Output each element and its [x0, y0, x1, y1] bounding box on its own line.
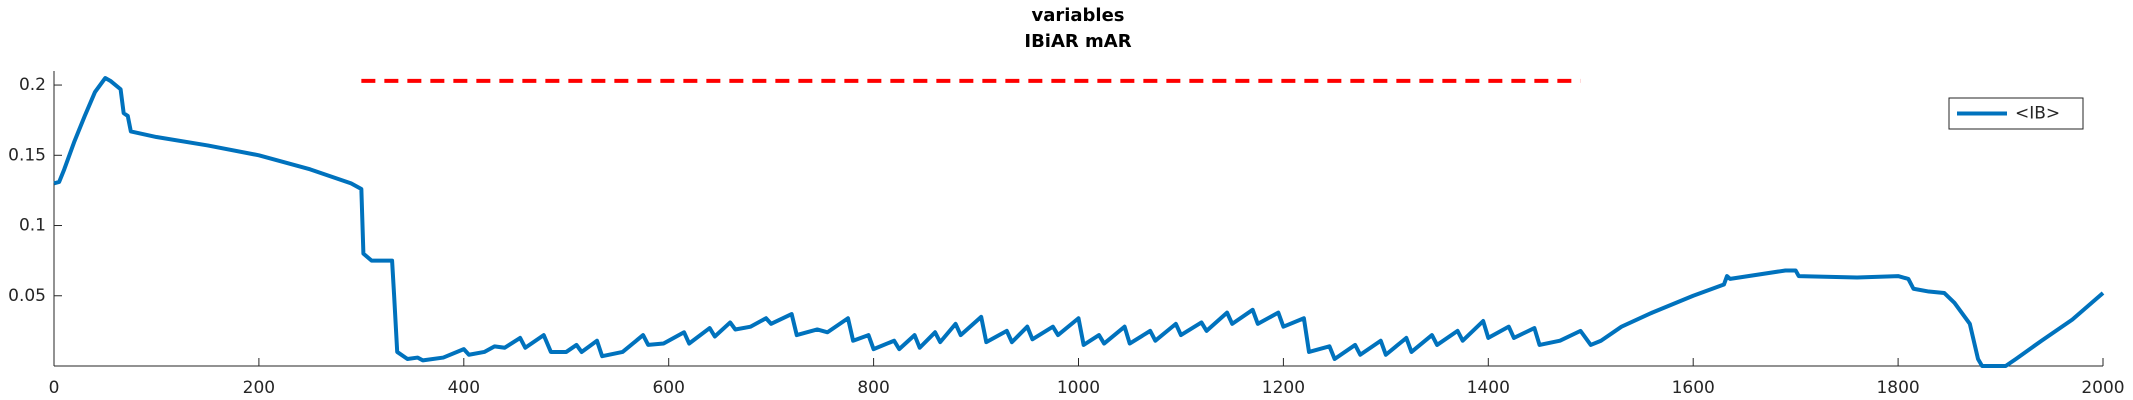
y-tick-label: 0.2 — [19, 75, 46, 95]
x-tick-label: 1200 — [1262, 378, 1305, 398]
x-tick-label: 1800 — [1876, 378, 1919, 398]
chart-subtitle: IBiAR mAR — [1024, 31, 1131, 52]
x-tick-label: 200 — [243, 378, 275, 398]
x-tick-label: 1600 — [1672, 378, 1715, 398]
y-tick-label: 0.05 — [8, 286, 46, 306]
chart-title: variables — [1031, 5, 1124, 26]
x-tick-label: 1400 — [1467, 378, 1510, 398]
x-tick-label: 800 — [857, 378, 889, 398]
x-tick-label: 600 — [652, 378, 684, 398]
y-tick-label: 0.1 — [19, 216, 46, 236]
x-tick-label: 400 — [448, 378, 480, 398]
y-tick-label: 0.15 — [8, 145, 46, 165]
x-tick-label: 0 — [49, 378, 60, 398]
data-line — [53, 76, 2105, 368]
legend-label: <IB> — [2015, 104, 2060, 124]
x-tick-label: 1000 — [1057, 378, 1100, 398]
x-tick-label: 2000 — [2081, 378, 2124, 398]
